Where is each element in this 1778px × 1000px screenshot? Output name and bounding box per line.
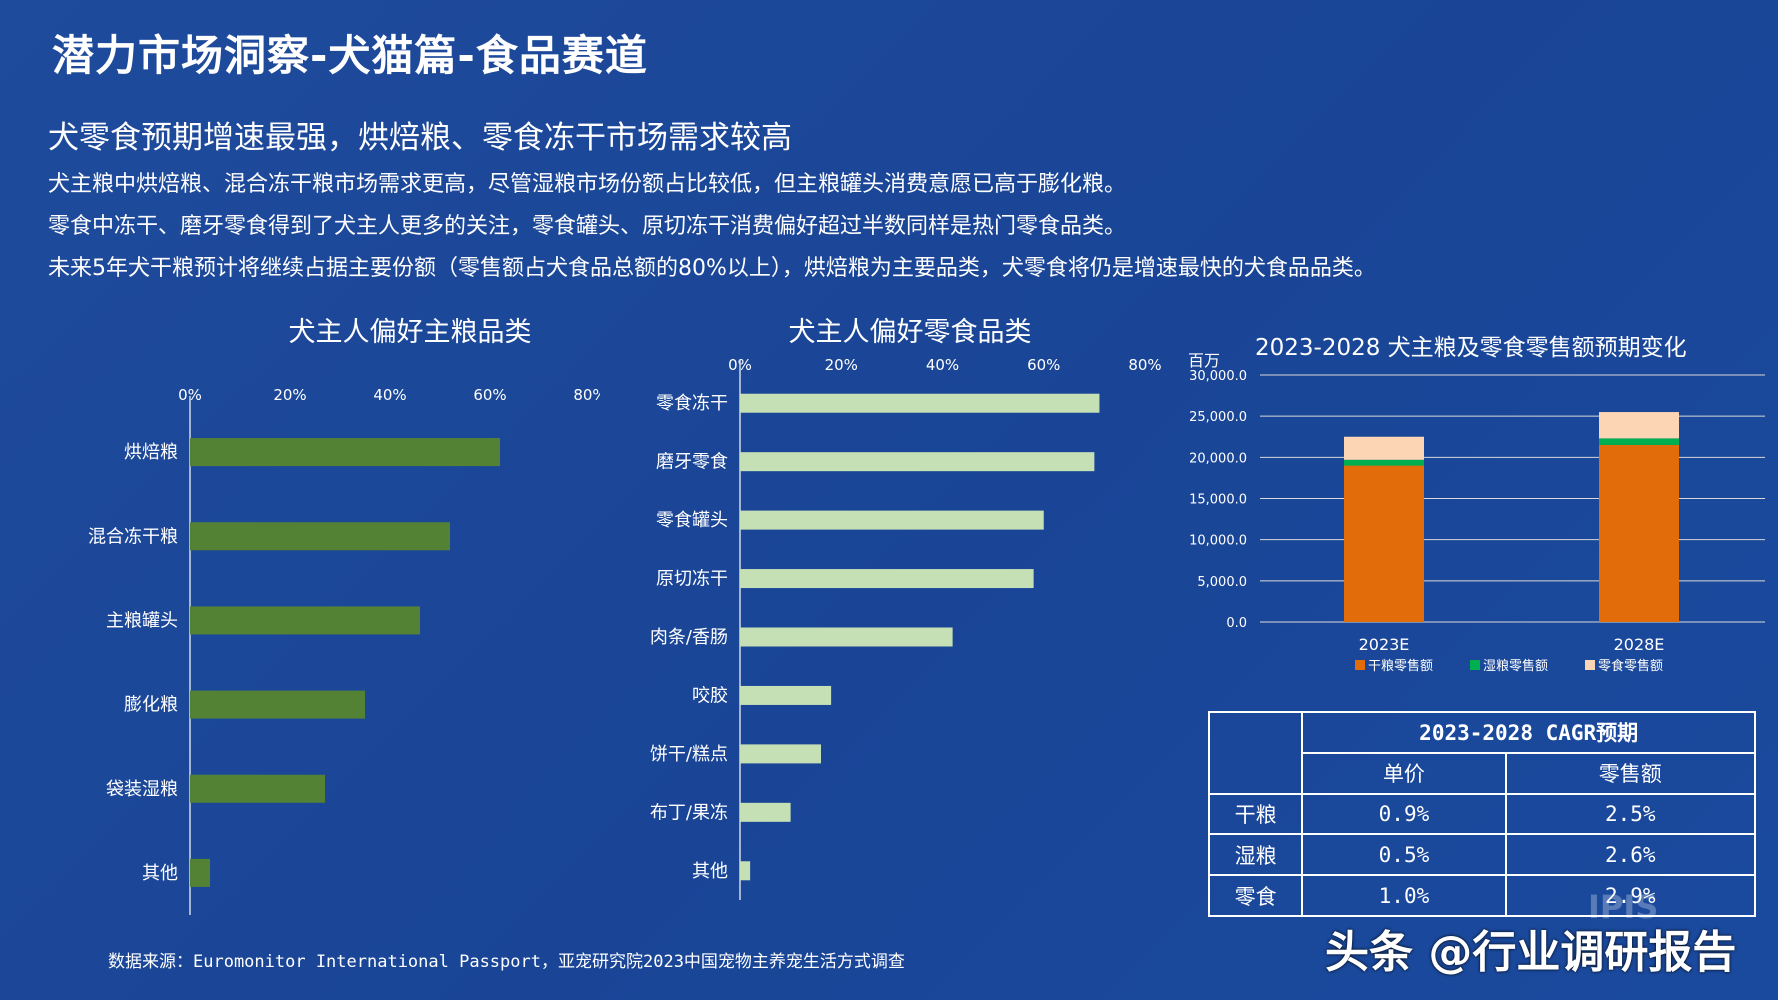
bar: [740, 802, 791, 822]
bar: [740, 685, 832, 705]
stacked-bar-segment: [1344, 436, 1424, 460]
cagr-cell: 2.5%: [1504, 792, 1757, 836]
x-tick-label: 0%: [178, 386, 202, 404]
y-tick-label: 20,000.0: [1189, 451, 1247, 466]
legend-label: 零食零售额: [1598, 658, 1663, 674]
category-label: 袋装湿粮: [106, 779, 178, 800]
cagr-cell: 0.5%: [1301, 833, 1507, 877]
x-category-label: 2028E: [1614, 635, 1665, 654]
category-label: 饼干/糕点: [650, 744, 728, 765]
bar: [740, 627, 953, 647]
bar: [190, 690, 365, 719]
bar: [740, 452, 1095, 472]
bar: [740, 861, 751, 881]
stacked-bar-segment: [1344, 459, 1424, 466]
y-tick-label: 5,000.0: [1197, 575, 1247, 590]
legend-label: 湿粮零售额: [1483, 658, 1548, 674]
category-label: 肉条/香肠: [650, 627, 728, 648]
cagr-table-header: 2023-2028 CAGR预期: [1301, 711, 1756, 754]
bar: [740, 393, 1100, 413]
page-title: 潜力市场洞察-犬猫篇-食品赛道: [52, 31, 648, 80]
cagr-row-label: 零食: [1207, 874, 1304, 917]
y-tick-label: 0.0: [1226, 616, 1247, 631]
category-label: 其他: [142, 863, 178, 884]
cagr-row-label: 湿粮: [1207, 833, 1304, 877]
x-tick-label: 40%: [926, 356, 959, 374]
y-tick-label: 25,000.0: [1189, 410, 1247, 425]
bar: [740, 744, 821, 764]
retail-chart-title: 2023-2028 犬主粮及零食零售额预期变化: [1255, 335, 1687, 361]
x-tick-label: 80%: [1128, 356, 1161, 374]
summary-paragraph-3: 未来5年犬干粮预计将继续占据主要份额（零售额占犬食品总额的80%以上），烘焙粮为…: [48, 256, 1376, 281]
cagr-row-label: 干粮: [1207, 792, 1304, 836]
ipis-logo: IPIS: [1588, 888, 1659, 926]
y-tick-label: 15,000.0: [1189, 493, 1247, 508]
cagr-col-retail: 零售额: [1504, 751, 1757, 795]
x-tick-label: 80%: [573, 386, 600, 404]
cagr-cell: 0.9%: [1301, 792, 1507, 836]
table-row: 湿粮 0.5% 2.6%: [1207, 833, 1757, 877]
x-tick-label: 20%: [273, 386, 306, 404]
legend-label: 干粮零售额: [1368, 658, 1433, 674]
table-row: 干粮 0.9% 2.5%: [1207, 792, 1757, 836]
x-tick-label: 60%: [473, 386, 506, 404]
x-tick-label: 60%: [1027, 356, 1060, 374]
table-row: 零食 1.0% 2.9%: [1207, 874, 1757, 917]
cagr-col-unit-price: 单价: [1301, 751, 1507, 795]
category-label: 其他: [692, 861, 728, 882]
category-label: 磨牙零食: [656, 452, 728, 473]
retail-sales-chart: 0.0 5,000.0 10,000.0 15,000.0 20,000.0 25,000…: [1189, 369, 1765, 674]
data-source-note: 数据来源：Euromonitor International Passport，…: [108, 952, 905, 972]
bar: [190, 606, 420, 635]
cagr-table: 2023-2028 CAGR预期 单价 零售额 干粮 0.9% 2.5% 湿粮 …: [1207, 711, 1757, 917]
snack-chart-title: 犬主人偏好零食品类: [788, 317, 1032, 348]
summary-paragraph-2: 零食中冻干、磨牙零食得到了犬主人更多的关注，零食罐头、原切冻干消费偏好超过半数同…: [48, 214, 1127, 239]
bar: [190, 774, 325, 803]
x-tick-label: 40%: [373, 386, 406, 404]
y-tick-label: 30,000.0: [1189, 369, 1247, 384]
staple-chart-title: 犬主人偏好主粮品类: [288, 317, 532, 348]
cagr-cell: 2.6%: [1504, 833, 1757, 877]
stacked-bar-segment: [1599, 412, 1679, 439]
cagr-cell: 2.9%: [1504, 874, 1757, 917]
category-label: 混合冻干粮: [88, 526, 178, 547]
cagr-table-corner: [1207, 711, 1304, 795]
snack-preference-chart: 0% 20% 40% 60% 80%零食冻干磨牙零食零食罐头原切冻干肉条/香肠咬胶饼干/…: [650, 356, 1162, 900]
bar: [740, 510, 1044, 530]
summary-paragraph-1: 犬主粮中烘焙粮、混合冻干粮市场需求更高，尽管湿粮市场份额占比较低，但主粮罐头消费…: [48, 172, 1127, 197]
stacked-bar-segment: [1344, 465, 1424, 622]
cagr-cell: 1.0%: [1301, 874, 1507, 917]
category-label: 咬胶: [692, 685, 728, 706]
retail-unit-label: 百万: [1188, 351, 1221, 370]
x-tick-label: 20%: [825, 356, 858, 374]
bar: [190, 522, 450, 551]
page-subtitle: 犬零食预期增速最强，烘焙粮、零食冻干市场需求较高: [48, 120, 792, 156]
category-label: 零食冻干: [656, 393, 728, 414]
category-label: 主粮罐头: [106, 610, 178, 631]
bar: [740, 569, 1034, 589]
watermark-text: 头条 @行业调研报告: [1325, 927, 1737, 978]
bar: [190, 438, 500, 467]
stacked-bar-segment: [1599, 444, 1679, 622]
legend-swatch: [1585, 660, 1595, 670]
bar: [190, 858, 210, 887]
legend-swatch: [1470, 660, 1480, 670]
category-label: 布丁/果冻: [650, 802, 728, 823]
category-label: 烘焙粮: [124, 442, 178, 463]
y-tick-label: 10,000.0: [1189, 534, 1247, 549]
category-label: 膨化粮: [124, 695, 178, 716]
x-category-label: 2023E: [1359, 635, 1410, 654]
stacked-bar-segment: [1599, 438, 1679, 445]
legend-swatch: [1355, 660, 1365, 670]
category-label: 原切冻干: [656, 569, 728, 590]
category-label: 零食罐头: [656, 510, 728, 531]
